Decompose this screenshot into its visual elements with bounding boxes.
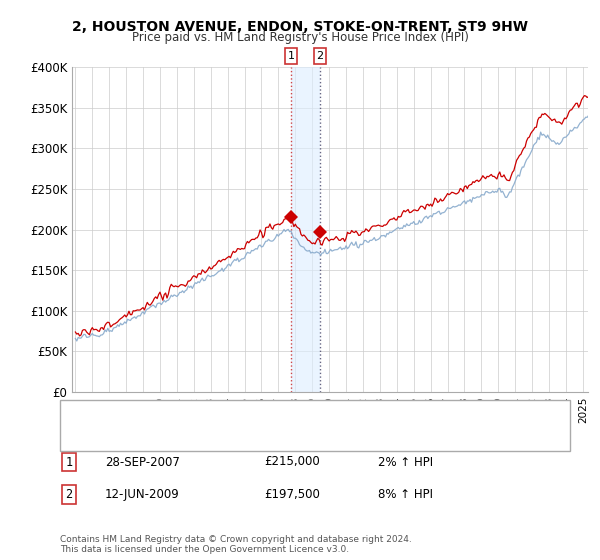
Text: 28-SEP-2007: 28-SEP-2007 (105, 455, 180, 469)
Text: 2: 2 (316, 51, 323, 61)
Text: HPI: Average price, detached house, Staffordshire Moorlands: HPI: Average price, detached house, Staf… (108, 432, 426, 442)
Text: Contains HM Land Registry data © Crown copyright and database right 2024.
This d: Contains HM Land Registry data © Crown c… (60, 535, 412, 554)
Text: 8% ↑ HPI: 8% ↑ HPI (378, 488, 433, 501)
Text: 2: 2 (65, 488, 73, 501)
Text: 2, HOUSTON AVENUE, ENDON, STOKE-ON-TRENT, ST9 9HW: 2, HOUSTON AVENUE, ENDON, STOKE-ON-TRENT… (72, 20, 528, 34)
Text: Price paid vs. HM Land Registry's House Price Index (HPI): Price paid vs. HM Land Registry's House … (131, 31, 469, 44)
Text: 12-JUN-2009: 12-JUN-2009 (105, 488, 180, 501)
Text: £215,000: £215,000 (264, 455, 320, 469)
Text: 1: 1 (65, 455, 73, 469)
Bar (291, 67, 320, 392)
Text: 2% ↑ HPI: 2% ↑ HPI (378, 455, 433, 469)
Text: £197,500: £197,500 (264, 488, 320, 501)
Text: 1: 1 (287, 51, 295, 61)
Text: 2, HOUSTON AVENUE, ENDON, STOKE-ON-TRENT, ST9 9HW (detached house): 2, HOUSTON AVENUE, ENDON, STOKE-ON-TRENT… (108, 409, 510, 419)
